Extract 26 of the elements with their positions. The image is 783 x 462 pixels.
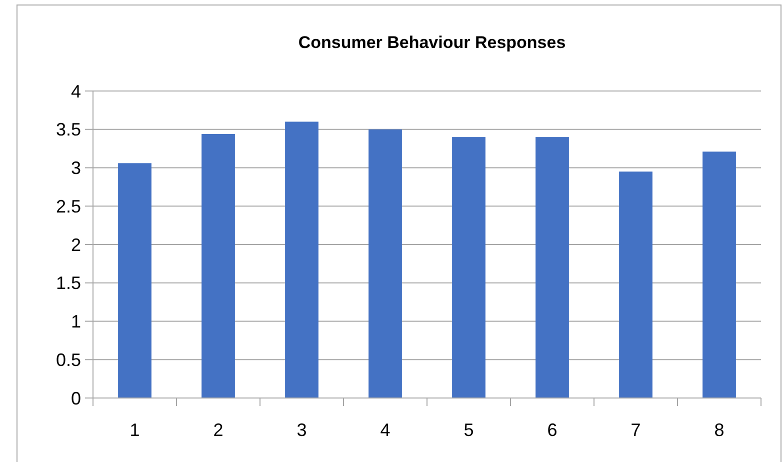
y-tick-label: 0.5 [56, 350, 81, 370]
x-tick-label: 7 [630, 420, 641, 440]
bar [202, 134, 235, 398]
x-tick-label: 6 [547, 420, 558, 440]
bar [452, 137, 486, 398]
x-tick-label: 1 [130, 420, 140, 440]
y-tick-label: 1.5 [56, 273, 81, 294]
bar [368, 129, 402, 398]
x-tick-label: 8 [714, 420, 724, 440]
x-tick-label: 2 [213, 420, 224, 440]
y-tick-label: 1 [70, 312, 81, 332]
x-tick-label: 4 [380, 420, 390, 440]
bar [118, 163, 152, 398]
chart-title: Consumer Behaviour Responses [298, 33, 566, 52]
bar [702, 152, 736, 398]
x-tick-label: 5 [464, 420, 474, 440]
y-tick-label: 3 [70, 158, 81, 178]
bar [285, 122, 318, 398]
x-tick-label: 3 [296, 420, 307, 440]
y-tick-label: 2 [70, 234, 81, 255]
bar [619, 172, 652, 398]
y-tick-label: 2.5 [56, 196, 81, 216]
bar [536, 137, 569, 398]
y-tick-label: 0 [70, 388, 81, 408]
y-tick-label: 4 [70, 81, 81, 102]
y-tick-label: 3.5 [56, 120, 81, 140]
